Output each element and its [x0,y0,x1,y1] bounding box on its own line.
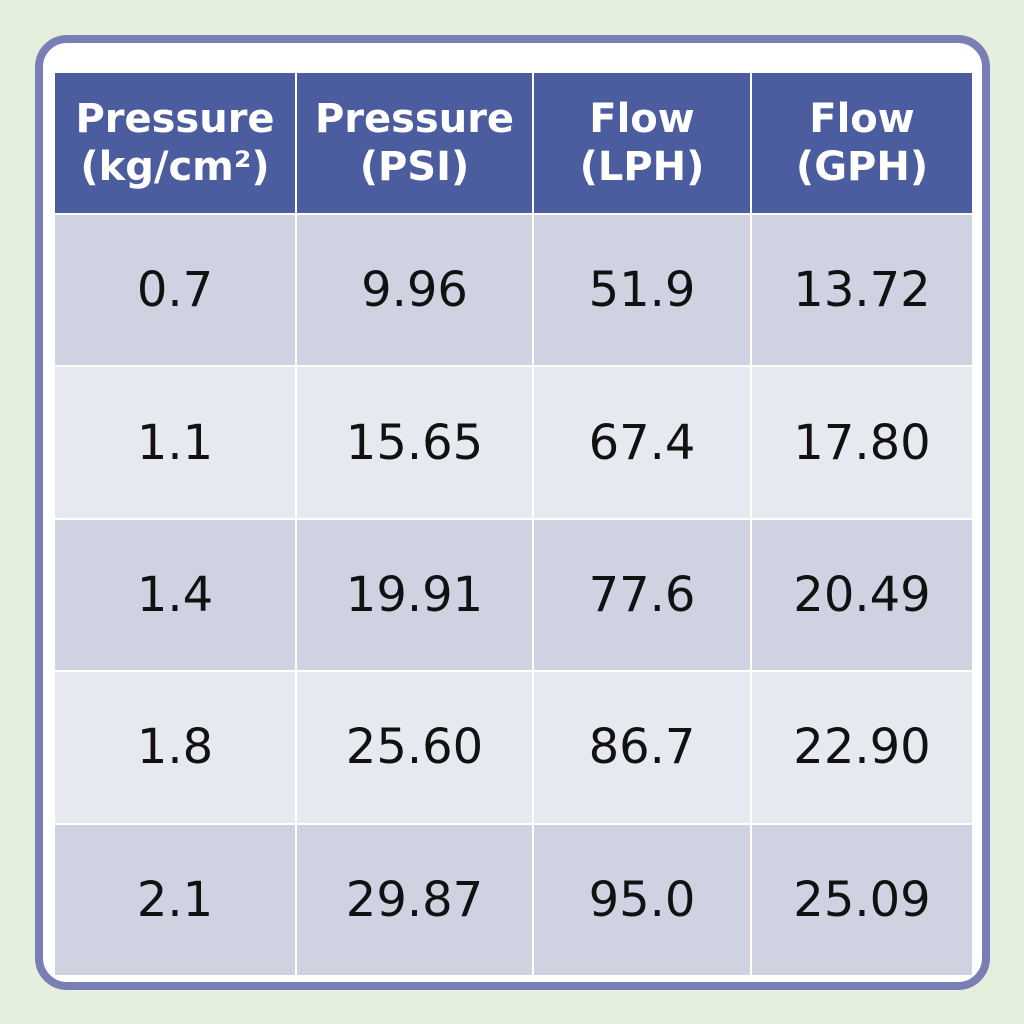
table-cell: 20.49 [752,519,972,671]
table-cell: 17.80 [752,367,972,518]
table-frame: Pressure (kg/cm²) Pressure (PSI) Flow (LPH) Fl… [35,35,990,990]
header-text: (LPH) [579,144,705,190]
header-text: Flow [589,96,695,142]
table-cell: 15.65 [297,367,532,518]
header-text: (PSI) [359,144,470,190]
table-cell: 22.90 [752,672,972,823]
table-cell: 25.60 [297,672,532,823]
table-cell: 1.8 [55,672,295,823]
header-cell: Pressure (kg/cm²) [55,73,295,213]
table: Pressure (kg/cm²) Pressure (PSI) Flow (LPH) Fl… [55,73,972,975]
header-text: Pressure [314,96,515,142]
header-text: (GPH) [795,144,929,190]
table-cell: 2.1 [55,824,295,975]
header-cell: Pressure (PSI) [297,73,532,213]
header-text: Flow [809,96,915,142]
table-cell: 1.4 [55,519,295,671]
table-cell: 95.0 [534,824,750,975]
table-cell: 9.96 [297,215,532,366]
table-cell: 19.91 [297,519,532,671]
table-cell: 51.9 [534,215,750,366]
table-cell: 1.1 [55,367,295,518]
table-cell: 86.7 [534,672,750,823]
table-cell: 0.7 [55,215,295,366]
header-cell: Flow (LPH) [534,73,750,213]
header-text: Pressure [75,96,275,142]
header-cell: Flow (GPH) [752,73,972,213]
table-cell: 13.72 [752,215,972,366]
table-cell: 67.4 [534,367,750,518]
header-text: (kg/cm²) [80,144,270,190]
table-cell: 29.87 [297,824,532,975]
table-cell: 25.09 [752,824,972,975]
table-cell: 77.6 [534,519,750,671]
